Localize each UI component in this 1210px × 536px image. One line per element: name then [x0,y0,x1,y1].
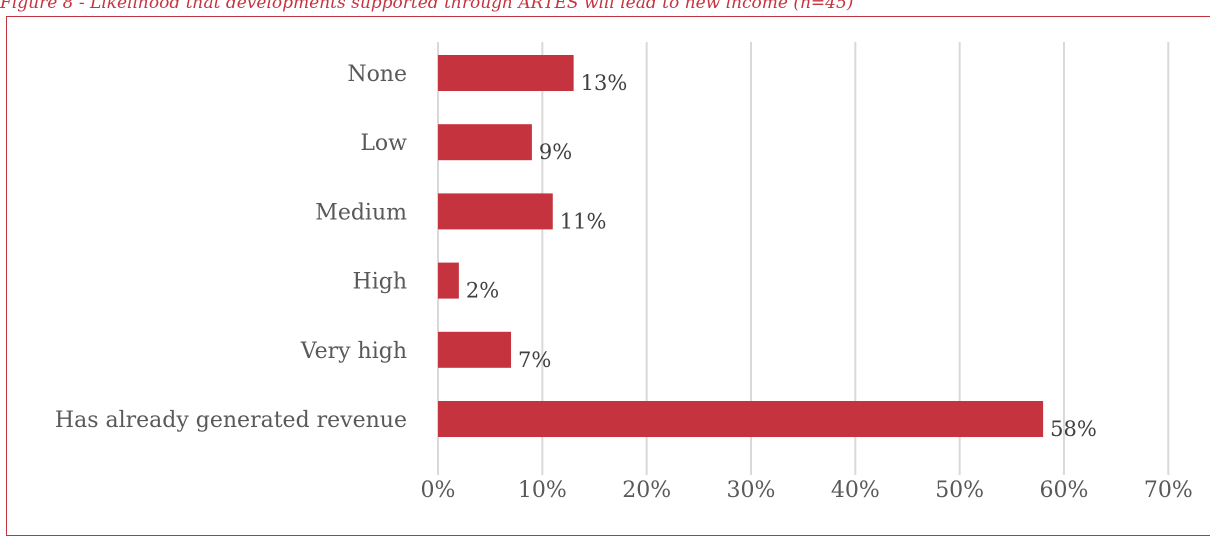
data-label: 58% [1050,417,1097,441]
bar-medium [438,193,553,230]
data-label: 2% [466,279,499,303]
x-tick-label: 10% [518,478,567,503]
x-tick-label: 70% [1144,478,1193,503]
category-label: Has already generated revenue [55,408,407,433]
bar-chart: 0% 10% 20% 30% 40% 50% 60% 70% None 13% Low 9% Mediu… [55,42,1193,503]
category-label: Medium [315,200,407,225]
figure-caption: Figure 8 - Likelihood that developments … [0,0,854,13]
bar-has-already-generated-revenue [438,401,1044,437]
bar-none [438,55,574,91]
bar-low [438,124,532,161]
data-label: 13% [581,71,628,95]
x-tick-label: 30% [727,478,776,503]
category-label: Low [360,131,407,156]
bar-very-high [438,331,512,368]
x-tick-label: 40% [831,478,880,503]
bar-high [438,262,459,299]
x-tick-label: 50% [935,478,984,503]
category-label: Very high [300,339,407,364]
data-label: 11% [560,209,607,233]
data-label: 7% [518,348,551,372]
category-label: None [347,62,407,87]
data-label: 9% [539,140,572,164]
x-tick-label: 60% [1040,478,1089,503]
category-label: High [353,270,407,295]
x-tick-label: 20% [622,478,671,503]
x-tick-label: 0% [421,478,456,503]
